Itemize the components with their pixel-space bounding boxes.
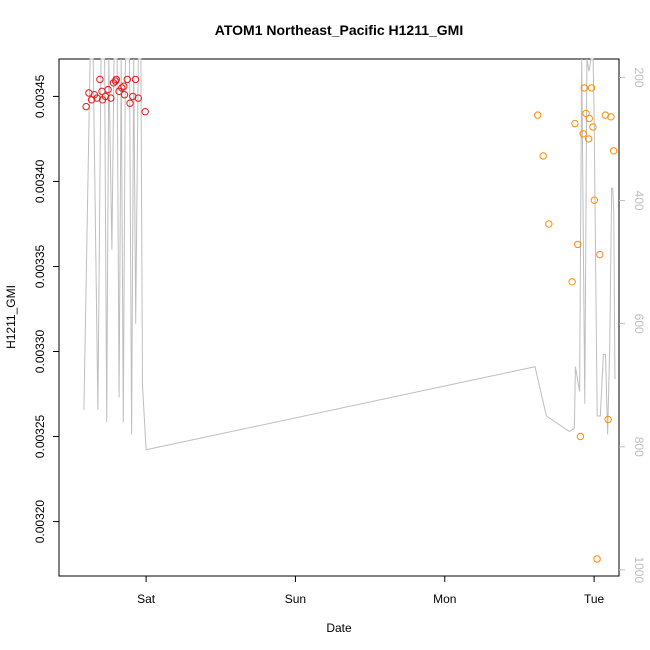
y2-tick-label: 600 xyxy=(632,314,646,334)
y-tick-label: 0.00340 xyxy=(33,159,47,203)
data-point-s1-22 xyxy=(120,82,128,90)
y-tick-label: 0.00330 xyxy=(33,329,47,373)
data-point-s2-4 xyxy=(568,278,576,286)
secondary-line xyxy=(83,58,616,451)
data-point-s1-17 xyxy=(126,99,134,107)
data-point-s2-20 xyxy=(607,113,615,121)
data-point-s1-24 xyxy=(98,87,106,96)
data-point-s1-23 xyxy=(111,77,120,85)
right-axis: 200 400 600 800 1000 xyxy=(619,67,646,583)
secondary-line-layer xyxy=(83,58,616,451)
y2-tick-label: 800 xyxy=(632,437,646,457)
data-point-s1-21 xyxy=(141,108,149,116)
y-tick-label: 0.00345 xyxy=(33,74,47,118)
data-point-s1-19 xyxy=(131,75,140,84)
data-point-s2-16 xyxy=(593,555,601,563)
data-point-s1-20 xyxy=(134,94,143,102)
data-point-s2-6 xyxy=(574,240,582,249)
y-tick-label: 0.00335 xyxy=(33,244,47,288)
y-axis: 0.00320 0.00325 0.00330 0.00335 0.00340 0.003… xyxy=(33,74,59,543)
plot-frame xyxy=(58,58,620,577)
y-tick-label: 0.00320 xyxy=(33,500,47,544)
points-layer xyxy=(82,75,618,563)
data-point-s2-12 xyxy=(585,114,593,123)
y2-tick-label: 1000 xyxy=(632,556,646,583)
data-point-s2-10 xyxy=(582,109,590,118)
data-point-s1-10 xyxy=(107,94,115,102)
x-axis-label: Date xyxy=(326,621,352,635)
x-tick-label: Mon xyxy=(433,592,456,606)
data-point-s2-7 xyxy=(576,432,585,441)
data-point-s1-6 xyxy=(96,75,104,84)
y-tick-label: 0.00325 xyxy=(33,414,47,458)
chart-title: ATOM1 Northeast_Pacific H1211_GMI xyxy=(215,22,463,38)
data-point-s2-8 xyxy=(579,130,587,138)
data-point-s2-13 xyxy=(587,84,596,92)
data-point-s2-14 xyxy=(589,123,597,131)
y2-tick-label: 200 xyxy=(632,67,646,87)
data-point-s2-19 xyxy=(604,415,612,424)
data-point-s2-11 xyxy=(585,135,593,143)
data-point-s1-16 xyxy=(123,75,132,84)
x-tick-label: Sun xyxy=(285,592,306,606)
data-point-s2-21 xyxy=(610,147,618,155)
data-point-s1-14 xyxy=(118,84,126,92)
data-point-s1-15 xyxy=(120,91,129,99)
data-point-s1-1 xyxy=(82,102,90,111)
data-point-s2-3 xyxy=(545,220,553,228)
data-point-s2-5 xyxy=(571,119,579,128)
y2-tick-label: 400 xyxy=(632,191,646,211)
x-tick-label: Sat xyxy=(137,592,156,606)
x-tick-label: Tue xyxy=(584,592,605,606)
data-point-s2-15 xyxy=(590,196,598,204)
x-axis: Sat Sun Mon Tue xyxy=(137,576,605,606)
data-point-s2-9 xyxy=(580,84,588,92)
y-axis-label: H1211_GMI xyxy=(4,285,18,349)
data-point-s2-1 xyxy=(534,111,542,119)
data-point-s2-2 xyxy=(539,152,547,160)
data-point-s2-17 xyxy=(596,250,604,259)
data-point-s1-9 xyxy=(104,85,112,94)
